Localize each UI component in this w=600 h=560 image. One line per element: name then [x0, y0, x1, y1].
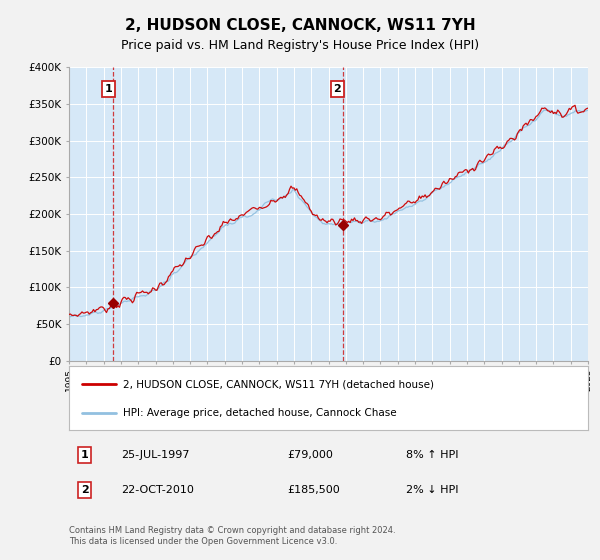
Text: 8% ↑ HPI: 8% ↑ HPI	[406, 450, 459, 460]
Text: 1: 1	[104, 84, 112, 94]
Text: 2% ↓ HPI: 2% ↓ HPI	[406, 485, 459, 495]
Text: 25-JUL-1997: 25-JUL-1997	[121, 450, 190, 460]
Text: 2: 2	[334, 84, 341, 94]
Text: £79,000: £79,000	[287, 450, 333, 460]
Text: Price paid vs. HM Land Registry's House Price Index (HPI): Price paid vs. HM Land Registry's House …	[121, 39, 479, 53]
Text: 1: 1	[80, 450, 88, 460]
Text: 2: 2	[80, 485, 88, 495]
Text: Contains HM Land Registry data © Crown copyright and database right 2024.
This d: Contains HM Land Registry data © Crown c…	[69, 526, 395, 546]
Text: HPI: Average price, detached house, Cannock Chase: HPI: Average price, detached house, Cann…	[124, 408, 397, 418]
Text: £185,500: £185,500	[287, 485, 340, 495]
Text: 2, HUDSON CLOSE, CANNOCK, WS11 7YH: 2, HUDSON CLOSE, CANNOCK, WS11 7YH	[125, 18, 475, 32]
Text: 2, HUDSON CLOSE, CANNOCK, WS11 7YH (detached house): 2, HUDSON CLOSE, CANNOCK, WS11 7YH (deta…	[124, 379, 434, 389]
Text: 22-OCT-2010: 22-OCT-2010	[121, 485, 194, 495]
